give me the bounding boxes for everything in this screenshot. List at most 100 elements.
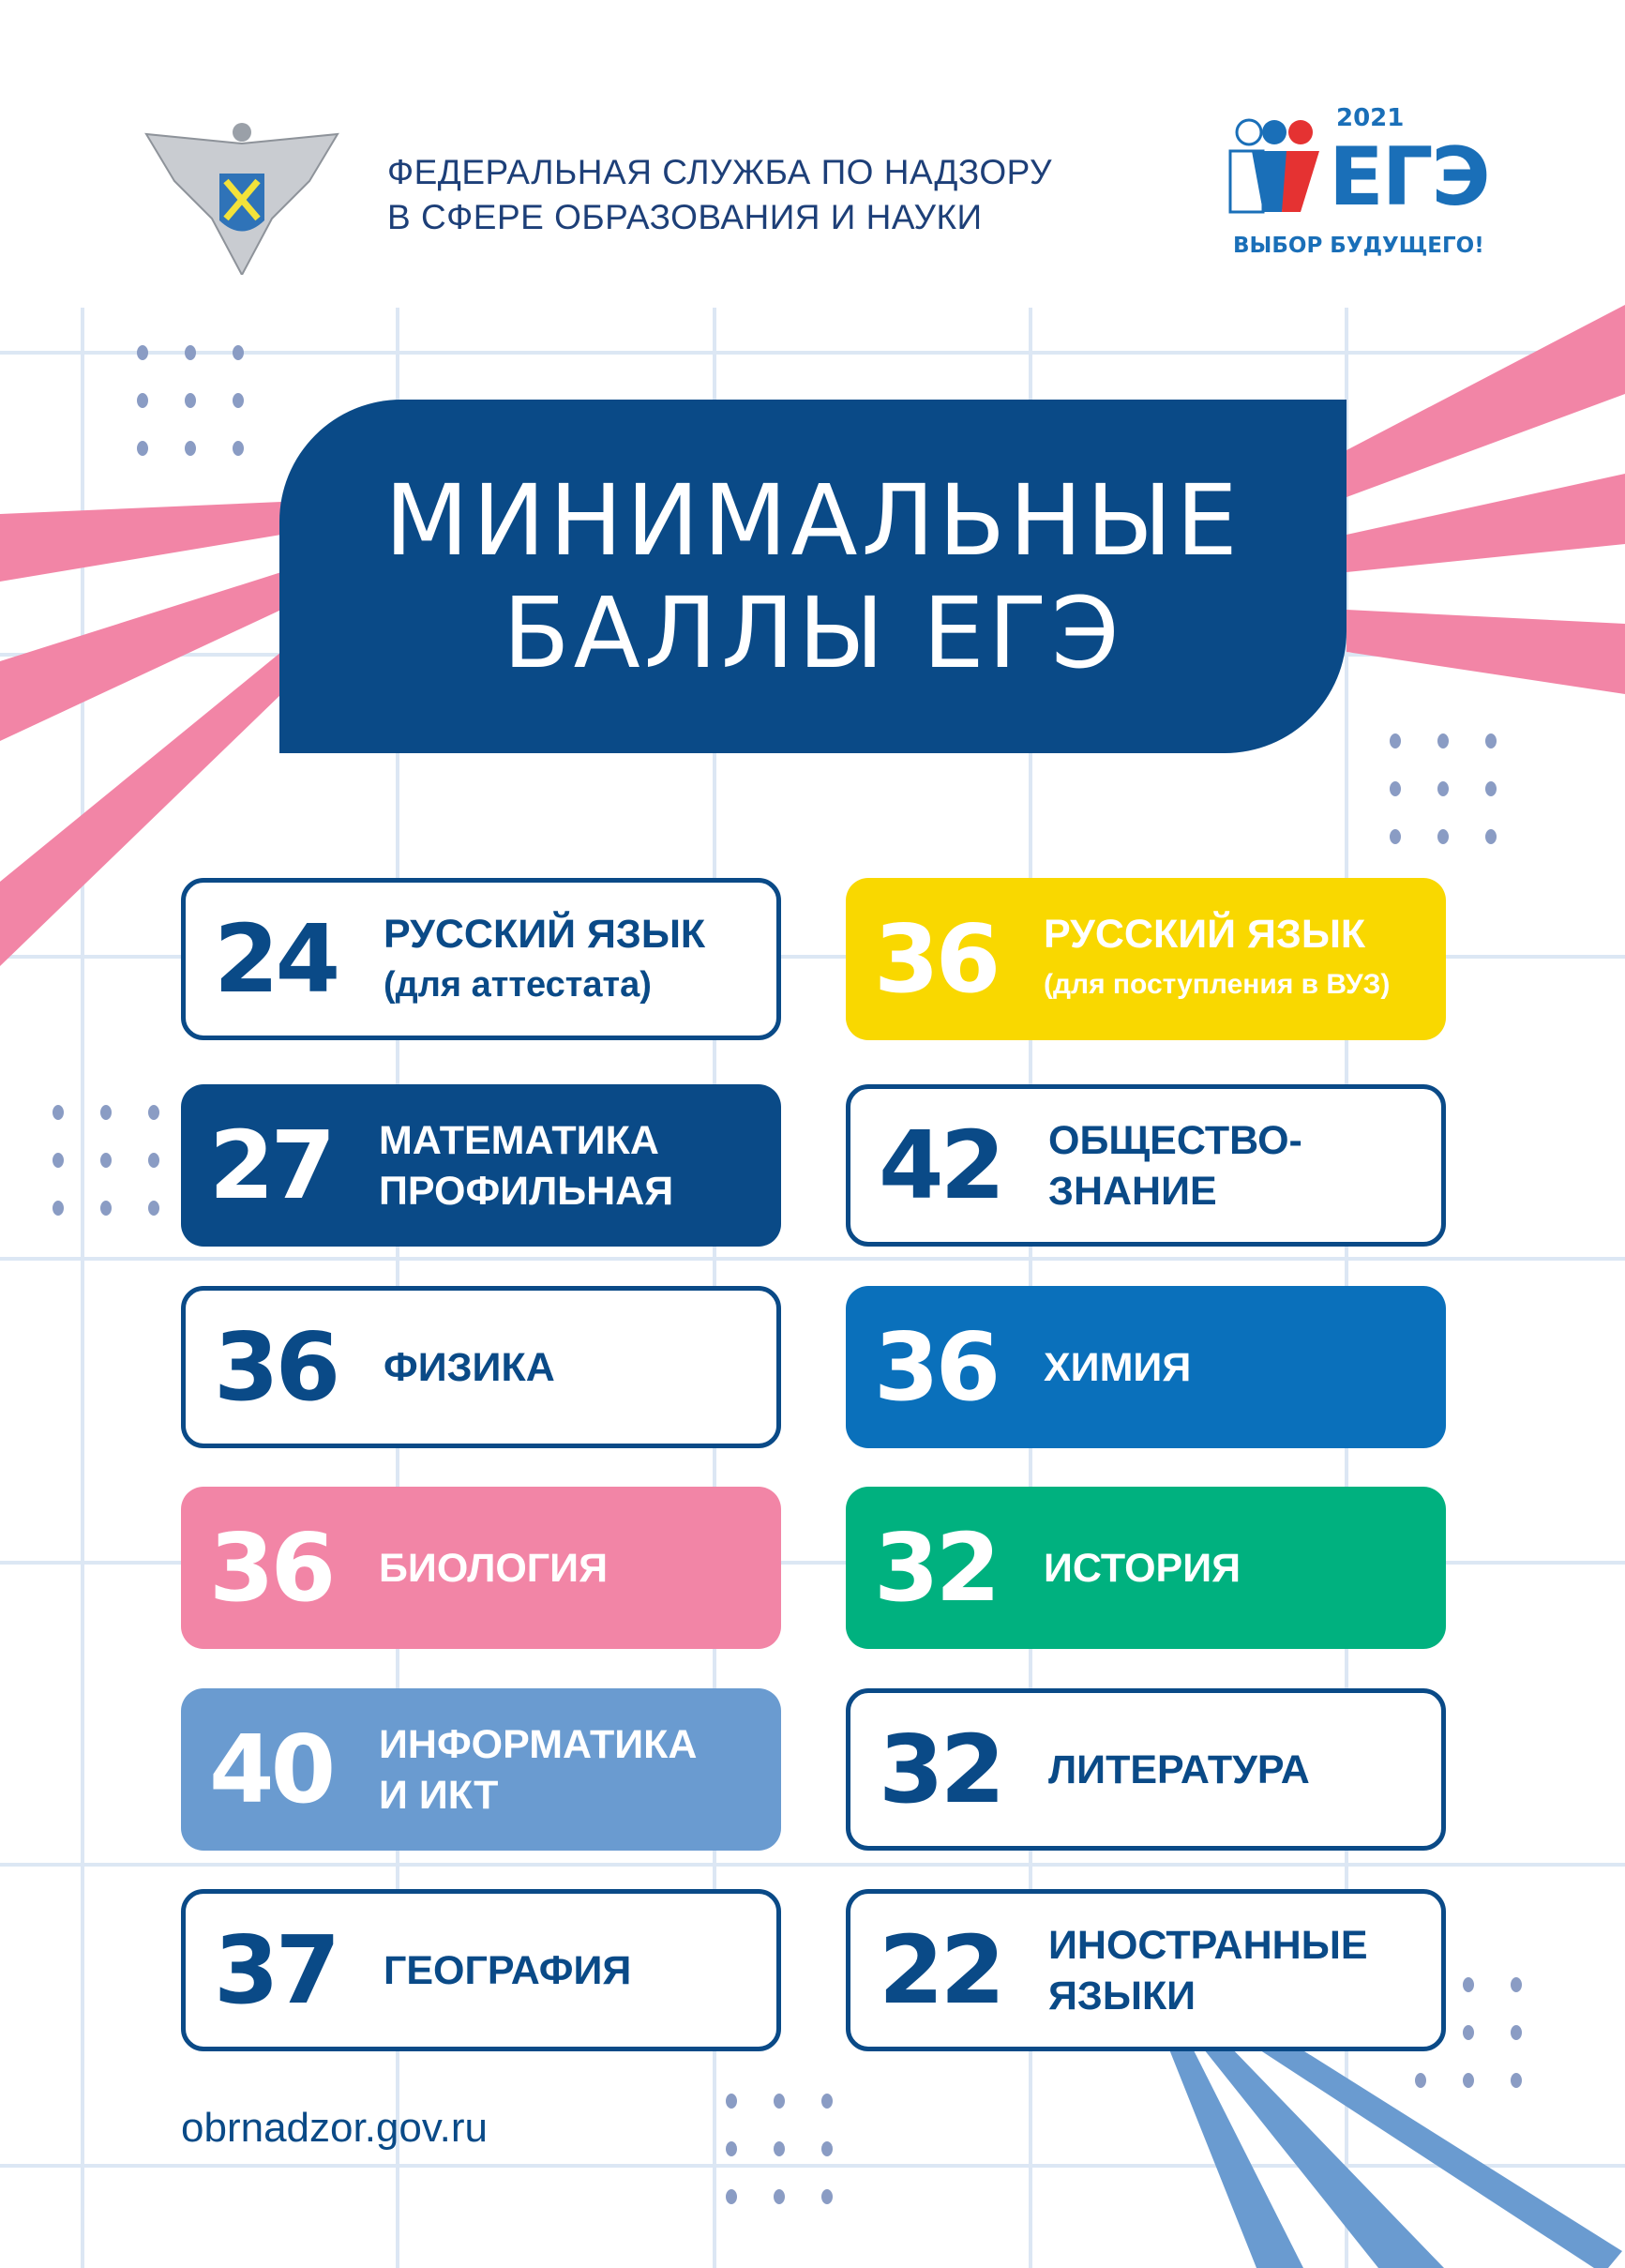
decor-dot [726,2141,737,2156]
decor-dot [821,2189,833,2204]
decor-dot [185,441,196,456]
subject-score: 37 [214,1914,340,2025]
subject-name: ИСТОРИЯ [1044,1545,1241,1591]
decor-dot [185,345,196,360]
subject-label: ФИЗИКА [378,1342,555,1393]
decor-dot [233,393,244,408]
decor-dot [53,1105,64,1120]
decor-dot [774,2141,785,2156]
decor-dot [1390,829,1401,844]
subject-card: 42 ОБЩЕСТВО- ЗНАНИЕ [846,1084,1446,1247]
decor-dot [1415,2073,1426,2088]
pink-rays [0,305,1625,966]
decor-dot [1437,733,1449,748]
decor-dot [1511,2073,1522,2088]
decor-dot [1485,781,1497,796]
decor-dot [100,1105,112,1120]
agency-name-line1: ФЕДЕРАЛЬНАЯ СЛУЖБА ПО НАДЗОРУ [387,153,1052,191]
decor-dot [53,1153,64,1168]
subject-card: 37 ГЕОГРАФИЯ [181,1889,781,2051]
subject-card: 36 ФИЗИКА [181,1286,781,1448]
ege-people-icon [1228,118,1319,214]
subject-card: 36 ХИМИЯ [846,1286,1446,1448]
subject-label: ЛИТЕРАТУРА [1043,1745,1310,1795]
decor-dot [148,1201,159,1216]
subject-score: 27 [209,1110,336,1220]
subject-score: 32 [879,1714,1005,1824]
subject-score: 22 [879,1914,1005,2025]
subject-card: 36 БИОЛОГИЯ [181,1487,781,1649]
subject-label: РУССКИЙ ЯЗЫК (для аттестата) [378,909,705,1010]
decor-dot [1463,1977,1474,1992]
ege-slogan: ВЫБОР БУДУЩЕГО! [1233,234,1484,258]
subject-score: 32 [874,1512,1001,1623]
decor-dot [1437,829,1449,844]
decor-dot [53,1201,64,1216]
subject-label: ИНФОРМАТИКА И ИКТ [373,1719,697,1821]
subject-card: 40 ИНФОРМАТИКА И ИКТ [181,1688,781,1851]
subject-score: 40 [209,1714,336,1824]
subject-name: ФИЗИКА [384,1344,555,1390]
subject-name: ИНОСТРАННЫЕ [1048,1922,1368,1968]
subject-label: ИНОСТРАННЫЕ ЯЗЫКИ [1043,1920,1368,2021]
decor-dot [1511,2025,1522,2040]
decor-dot [137,441,148,456]
subject-note: (для поступления в ВУЗ) [1044,968,1391,1000]
subject-label: РУССКИЙ ЯЗЫК (для поступления в ВУЗ) [1038,909,1390,1010]
subject-note: ПРОФИЛЬНАЯ [379,1168,674,1214]
subject-score: 36 [214,1311,340,1422]
subject-card: 32 ЛИТЕРАТУРА [846,1688,1446,1851]
subject-card: 27 МАТЕМАТИКА ПРОФИЛЬНАЯ [181,1084,781,1247]
subject-label: МАТЕМАТИКА ПРОФИЛЬНАЯ [373,1115,673,1217]
subject-note: ЯЗЫКИ [1048,1973,1196,2019]
decor-dot [1390,781,1401,796]
subject-note: И ИКТ [379,1772,499,1818]
subject-score: 36 [874,1311,1001,1422]
subject-card: 24 РУССКИЙ ЯЗЫК (для аттестата) [181,878,781,1040]
subject-score: 24 [214,903,340,1014]
decor-dot [1390,733,1401,748]
agency-emblem-icon [137,115,347,278]
decor-dot [137,393,148,408]
subject-label: ХИМИЯ [1038,1342,1191,1393]
agency-name: ФЕДЕРАЛЬНАЯ СЛУЖБА ПО НАДЗОРУ В СФЕРЕ ОБ… [387,150,1052,240]
subject-name: МАТЕМАТИКА [379,1117,659,1163]
subject-label: ОБЩЕСТВО- ЗНАНИЕ [1043,1115,1302,1217]
subject-label: ГЕОГРАФИЯ [378,1945,631,1996]
decor-dot [233,345,244,360]
subject-card: 32 ИСТОРИЯ [846,1487,1446,1649]
decor-dot [100,1201,112,1216]
subject-name: ЛИТЕРАТУРА [1048,1746,1310,1792]
subject-name: ГЕОГРАФИЯ [384,1947,632,1993]
subject-label: ИСТОРИЯ [1038,1543,1241,1594]
decor-dot [821,2141,833,2156]
decor-dot [1463,2073,1474,2088]
decor-dot [148,1153,159,1168]
subject-note: (для аттестата) [384,964,652,1005]
decor-dot [774,2094,785,2109]
blue-rays [1167,2045,1622,2268]
subject-score: 36 [874,903,1001,1014]
decor-dot [821,2094,833,2109]
ege-word: ЕГЭ [1329,130,1491,224]
title-line1: МИНИМАЛЬНЫЕ [384,462,1241,578]
subject-card: 36 РУССКИЙ ЯЗЫК (для поступления в ВУЗ) [846,878,1446,1040]
subject-name: ОБЩЕСТВО- [1048,1117,1302,1163]
subject-name: РУССКИЙ ЯЗЫК [1044,911,1366,957]
decor-dot [1485,829,1497,844]
website-link[interactable]: obrnadzor.gov.ru [181,2105,488,2151]
decor-dot [185,393,196,408]
subject-name: ХИМИЯ [1044,1344,1192,1390]
ege-logo: 2021 ЕГЭ ВЫБОР БУДУЩЕГО! [1226,105,1491,269]
decor-dot [137,345,148,360]
subject-name: БИОЛОГИЯ [379,1545,608,1591]
subject-score: 42 [879,1110,1005,1220]
decor-dot [726,2094,737,2109]
subject-score: 36 [209,1512,336,1623]
decor-dot [1437,781,1449,796]
subject-label: БИОЛОГИЯ [373,1543,608,1594]
decor-dot [1511,1977,1522,1992]
subject-card: 22 ИНОСТРАННЫЕ ЯЗЫКИ [846,1889,1446,2051]
subject-note: ЗНАНИЕ [1048,1168,1217,1214]
